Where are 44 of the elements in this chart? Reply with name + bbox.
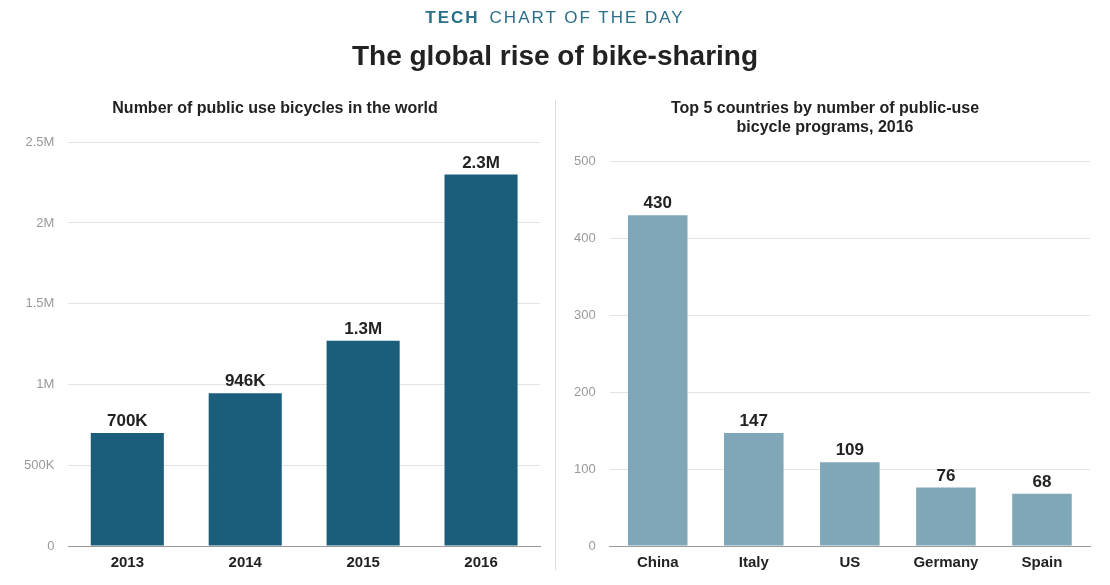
x-tick-label: Germany — [913, 553, 980, 571]
chart-title: Number of public use bicycles in the world — [112, 99, 438, 117]
y-tick-label: 2M — [36, 214, 55, 230]
x-tick-label: 2015 — [346, 553, 380, 571]
y-tick-label: 0 — [588, 537, 596, 553]
y-tick-label: 200 — [573, 383, 596, 399]
data-label: 946K — [224, 371, 267, 391]
bar — [1012, 493, 1072, 546]
y-tick-label: 100 — [573, 460, 596, 476]
y-tick-label: 500K — [23, 456, 55, 472]
data-label: 109 — [835, 440, 865, 460]
y-tick-label: 1M — [36, 376, 55, 392]
x-tick-label: Spain — [1021, 553, 1063, 571]
data-label: 147 — [739, 411, 768, 431]
x-tick-label: US — [839, 553, 861, 571]
text: The global rise of bike-sharing — [350, 40, 760, 72]
bar — [208, 393, 282, 546]
data-label: 430 — [643, 193, 672, 213]
bar — [326, 340, 400, 546]
data-label: 76 — [936, 465, 956, 485]
y-tick-label: 500 — [573, 152, 596, 168]
data-label: 1.3M — [344, 319, 383, 339]
bar — [627, 215, 688, 546]
text: TECH — [425, 8, 480, 27]
text: CHART OF THE DAY — [489, 8, 685, 27]
x-tick-label: Italy — [738, 553, 770, 571]
y-tick-label: 1.5M — [25, 295, 55, 311]
bar — [724, 432, 784, 546]
x-tick-label: 2016 — [464, 553, 498, 571]
data-label: 2.3M — [462, 152, 500, 172]
bar — [916, 487, 976, 546]
y-tick-label: 300 — [573, 306, 596, 322]
x-tick-label: 2013 — [110, 553, 144, 571]
y-tick-label: 400 — [573, 229, 596, 245]
bar — [90, 432, 164, 546]
data-label: 700K — [107, 411, 149, 431]
x-tick-label: China — [636, 553, 680, 571]
y-tick-label: 2.5M — [25, 133, 55, 149]
x-tick-label: 2014 — [228, 553, 263, 571]
bar — [820, 462, 880, 546]
chart-title: Top 5 countries by number of public-use bicycle programs, 2016 — [670, 99, 980, 136]
bar — [444, 174, 518, 546]
y-tick-label: 0 — [47, 537, 55, 553]
data-label: 68 — [1032, 471, 1052, 491]
